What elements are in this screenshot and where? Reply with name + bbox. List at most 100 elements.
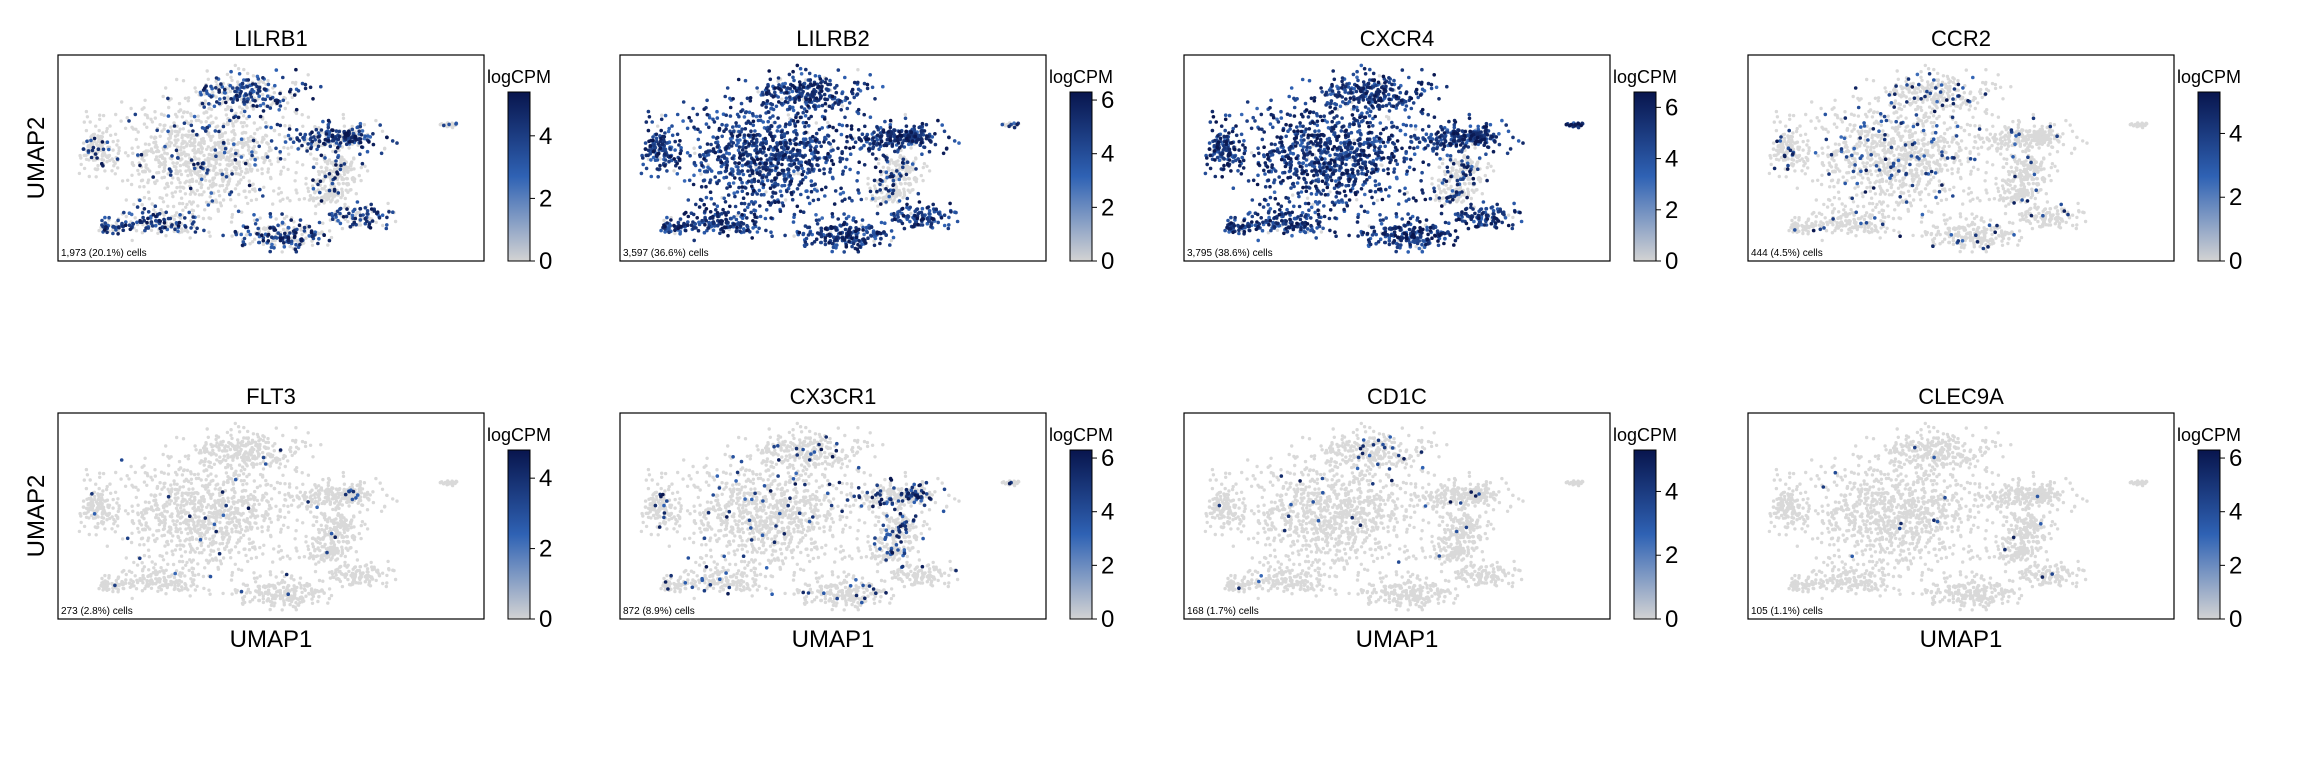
expressing-cell: [278, 92, 282, 96]
expressing-cell: [711, 215, 715, 219]
background-cell: [194, 192, 197, 195]
expressing-cell: [319, 180, 323, 184]
expressing-cell: [716, 204, 720, 208]
expressing-cell: [343, 162, 347, 166]
background-cell: [173, 218, 176, 221]
expressing-cell: [89, 139, 93, 143]
expressing-cell: [269, 126, 273, 130]
expressing-cell: [342, 215, 346, 219]
expressing-cell: [796, 120, 800, 124]
background-cell: [1444, 173, 1447, 176]
background-cell: [328, 158, 331, 161]
expressing-cell: [728, 205, 732, 209]
expressing-cell: [773, 86, 777, 90]
background-cell: [206, 69, 209, 72]
background-cell: [200, 120, 203, 123]
expressing-cell: [892, 189, 896, 193]
background-cell: [106, 127, 109, 130]
background-cell: [224, 108, 227, 111]
expressing-cell: [295, 108, 299, 112]
expressing-cell: [879, 170, 883, 174]
expressing-cell: [870, 234, 874, 238]
background-cell: [179, 185, 182, 188]
expressing-cell: [749, 165, 753, 169]
expressing-cell: [649, 158, 653, 162]
expressing-cell: [847, 230, 851, 234]
expressing-cell: [715, 182, 719, 186]
expressing-cell: [687, 198, 691, 202]
background-cell: [229, 106, 232, 109]
background-cell: [126, 154, 129, 157]
expressing-cell: [896, 135, 900, 139]
expressing-cell: [331, 128, 335, 132]
background-cell: [144, 142, 147, 145]
expressing-cell: [845, 235, 849, 239]
expressing-cell: [761, 93, 765, 97]
background-cell: [921, 179, 924, 182]
background-cell: [143, 196, 146, 199]
background-cell: [179, 169, 182, 172]
expressing-cell: [737, 115, 741, 119]
expressing-cell: [893, 150, 897, 154]
background-cell: [226, 73, 229, 76]
background-cell: [265, 134, 268, 137]
expressing-cell: [725, 151, 729, 155]
expressing-cell: [698, 153, 702, 157]
expressing-cell: [842, 212, 846, 216]
expressing-cell: [902, 214, 906, 218]
expressing-cell: [647, 129, 651, 133]
background-cell: [282, 228, 285, 231]
expressing-cell: [294, 247, 298, 251]
background-cell: [288, 124, 291, 127]
expressing-cell: [299, 132, 303, 136]
expressing-cell: [190, 124, 194, 128]
expressing-cell: [824, 77, 828, 81]
expressing-cell: [834, 237, 838, 241]
expressing-cell: [765, 168, 769, 172]
expressing-cell: [752, 142, 756, 146]
background-cell: [106, 187, 109, 190]
expressing-cell: [728, 172, 732, 176]
expressing-cell: [334, 213, 338, 217]
background-cell: [386, 202, 389, 205]
expressing-cell: [263, 87, 267, 91]
background-cell: [307, 190, 310, 193]
background-cell: [882, 166, 885, 169]
expressing-cell: [87, 149, 91, 153]
background-cell: [207, 187, 210, 190]
expressing-cell: [696, 113, 700, 117]
background-cell: [220, 148, 223, 151]
expressing-cell: [305, 149, 309, 153]
expressing-cell: [795, 132, 799, 136]
expressing-cell: [912, 225, 916, 229]
background-cell: [181, 152, 184, 155]
expressing-cell: [860, 198, 864, 202]
expressing-cell: [837, 68, 841, 72]
background-cell: [163, 164, 166, 167]
expressing-cell: [801, 154, 805, 158]
expressing-cell: [698, 223, 702, 227]
background-cell: [218, 155, 221, 158]
expressing-cell: [864, 138, 868, 142]
expressing-cell: [879, 202, 883, 206]
expressing-cell: [744, 146, 748, 150]
background-cell: [184, 154, 187, 157]
background-cell: [240, 170, 243, 173]
expressing-cell: [387, 210, 391, 214]
expressing-cell: [818, 168, 822, 172]
expressing-cell: [852, 96, 856, 100]
background-cell: [101, 131, 104, 134]
colorbar-tick-label: 0: [1101, 248, 1114, 275]
background-cell: [207, 145, 210, 148]
expressing-cell: [831, 95, 835, 99]
expressing-cell: [848, 196, 852, 200]
background-cell: [158, 123, 161, 126]
expressing-cell: [322, 142, 326, 146]
background-cell: [699, 172, 702, 175]
expressing-cell: [686, 220, 690, 224]
expressing-cell: [223, 88, 227, 92]
expressing-cell: [268, 226, 272, 230]
background-cell: [283, 135, 286, 138]
expressing-cell: [784, 177, 788, 181]
expressing-cell: [245, 100, 249, 104]
